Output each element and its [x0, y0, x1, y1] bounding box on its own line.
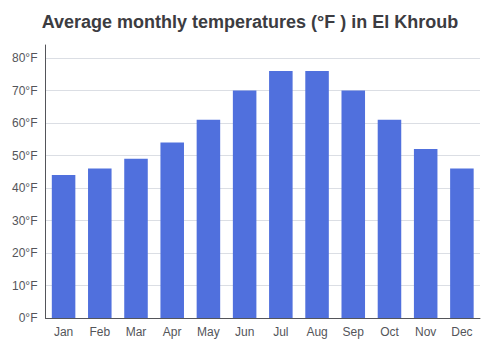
svg-text:Dec: Dec	[451, 325, 472, 339]
svg-text:Average monthly temperatures (: Average monthly temperatures (°F ) in El…	[42, 12, 459, 32]
svg-text:Feb: Feb	[89, 325, 110, 339]
svg-text:20°F: 20°F	[12, 246, 37, 260]
svg-text:Sep: Sep	[343, 325, 365, 339]
svg-text:Oct: Oct	[380, 325, 399, 339]
svg-text:10°F: 10°F	[12, 279, 37, 293]
svg-text:May: May	[197, 325, 220, 339]
svg-text:Apr: Apr	[163, 325, 182, 339]
svg-text:50°F: 50°F	[12, 149, 37, 163]
svg-text:Jun: Jun	[235, 325, 254, 339]
svg-text:30°F: 30°F	[12, 214, 37, 228]
svg-text:60°F: 60°F	[12, 116, 37, 130]
svg-text:40°F: 40°F	[12, 181, 37, 195]
svg-text:Jul: Jul	[273, 325, 288, 339]
svg-text:Jan: Jan	[54, 325, 73, 339]
svg-text:Aug: Aug	[306, 325, 327, 339]
svg-text:80°F: 80°F	[12, 51, 37, 65]
svg-text:70°F: 70°F	[12, 84, 37, 98]
svg-text:Mar: Mar	[126, 325, 147, 339]
svg-text:Nov: Nov	[415, 325, 436, 339]
svg-text:0°F: 0°F	[19, 311, 38, 325]
